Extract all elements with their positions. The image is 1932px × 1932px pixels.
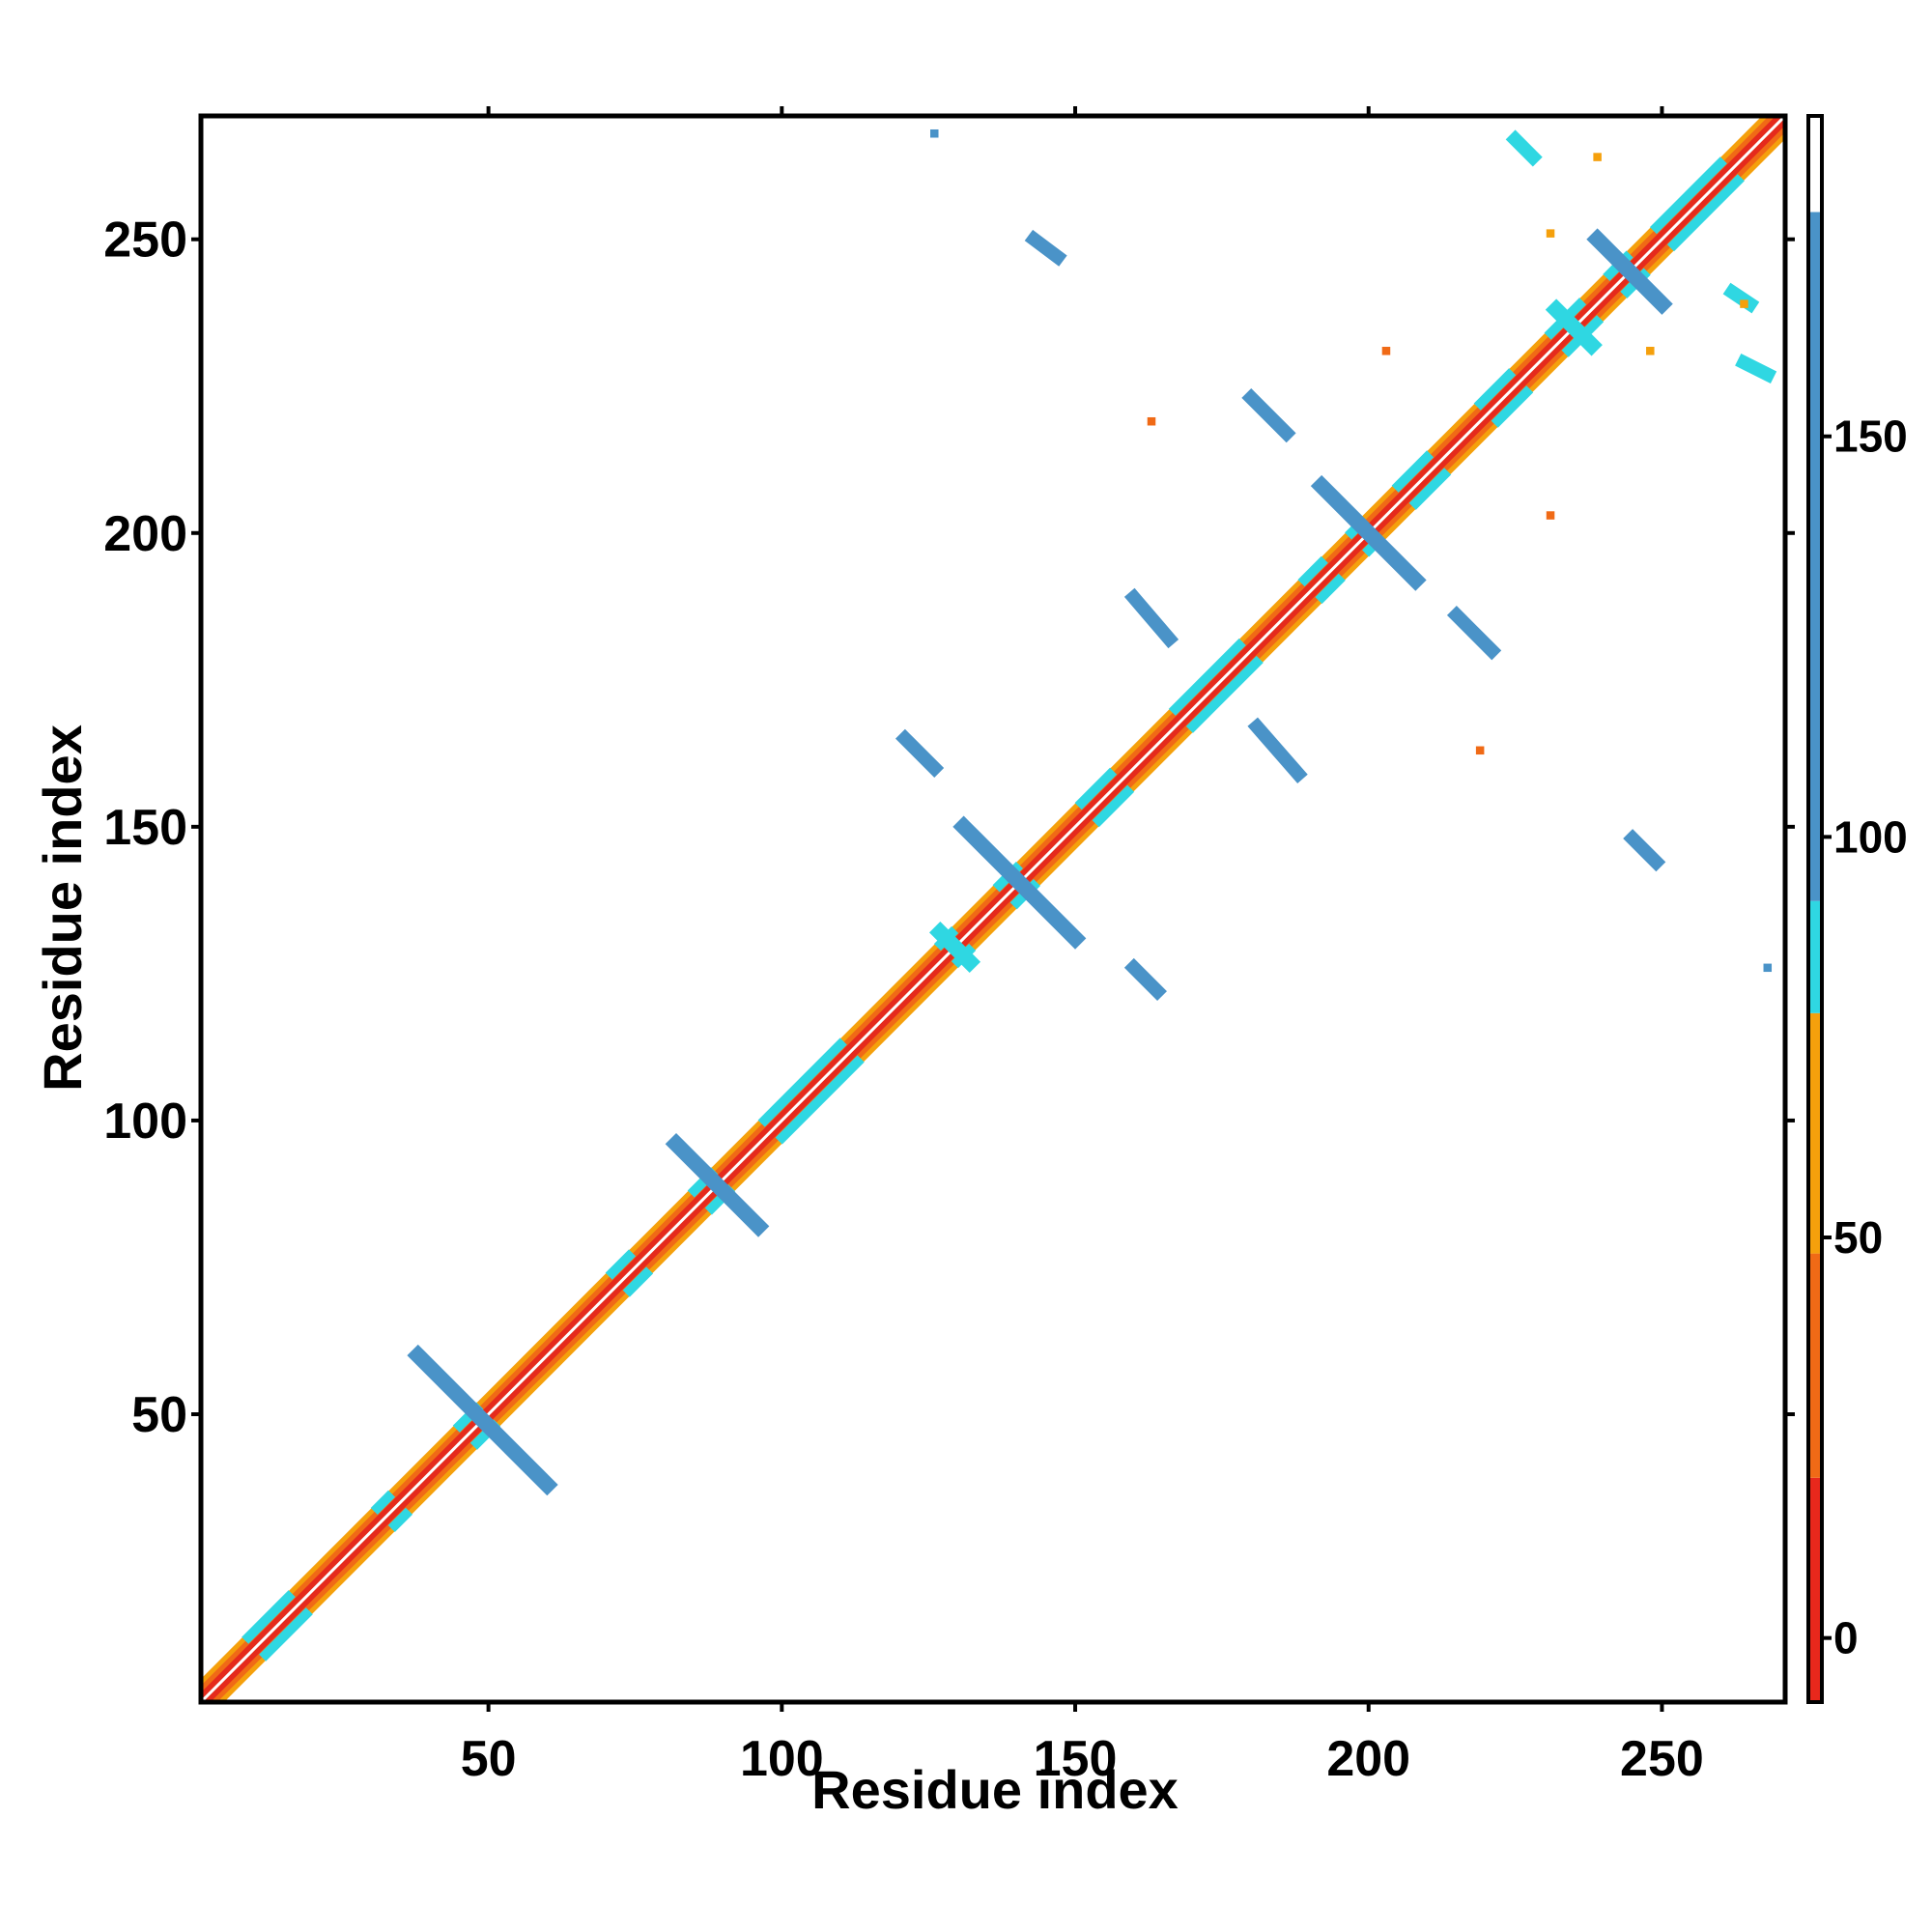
diagonal-helix-mark-lower <box>1315 573 1346 605</box>
contact-point <box>1381 347 1391 355</box>
colorbar-segment <box>1808 212 1822 901</box>
diagonal-helix-mark-lower <box>1666 174 1745 252</box>
antiparallel-sheet-stripe <box>1310 474 1427 591</box>
colorbar-tick-label: 50 <box>1833 1212 1883 1263</box>
diagonal-helix-mark-lower <box>1185 655 1264 733</box>
diagonal-helix-mark-upper <box>605 1249 637 1280</box>
antiparallel-sheet-stripe <box>1586 228 1673 315</box>
contact-point <box>1763 963 1773 973</box>
diagonal-helix-mark-upper <box>1168 638 1246 716</box>
x-tick-label: 50 <box>461 1731 517 1787</box>
antiparallel-sheet-stripe <box>1545 298 1603 356</box>
diagonal-center-line <box>201 116 1785 1702</box>
x-axis-ticks: 50 100 150 200 250 <box>461 106 1704 1787</box>
y-tick-label: 250 <box>103 213 187 269</box>
diagonal-helix-mark-lower <box>1092 784 1135 828</box>
contact-stripe <box>1123 587 1179 649</box>
diagonal-helix-mark-upper <box>1391 450 1435 493</box>
y-axis-title: Residue index <box>32 724 93 1092</box>
colorbar-segment <box>1808 1477 1822 1702</box>
x-tick-label: 150 <box>1034 1731 1118 1787</box>
diagonal-helix-mark-upper <box>242 1590 296 1644</box>
contact-stripe <box>1024 229 1067 267</box>
diagonal-helix-mark-upper <box>757 1037 847 1127</box>
diagonal-helix-mark-lower <box>259 1607 313 1662</box>
colorbar-segment <box>1808 116 1822 213</box>
diagonal-helix-mark-upper <box>1649 156 1727 235</box>
colorbar-tick-label: 150 <box>1833 412 1908 462</box>
contact-point <box>930 128 939 138</box>
diagonal-helix-mark-upper <box>1074 767 1118 810</box>
x-tick-label: 250 <box>1620 1731 1704 1787</box>
contact-stripe <box>1505 129 1543 167</box>
contact-point <box>1546 229 1555 238</box>
contact-stripe <box>1241 388 1296 443</box>
contact-point <box>1475 746 1485 755</box>
diagonal-helix-mark-lower <box>1408 468 1452 510</box>
antiparallel-sheet-stripe <box>665 1132 770 1237</box>
y-tick-label: 150 <box>103 800 187 856</box>
diagonal-helix-mark-lower <box>387 1507 413 1533</box>
contact-point <box>1546 511 1555 520</box>
contact-point <box>1147 416 1156 426</box>
heatmap-area <box>201 116 1785 1702</box>
y-tick-label: 200 <box>103 506 187 562</box>
x-tick-label: 200 <box>1326 1731 1410 1787</box>
y-tick-label: 50 <box>131 1387 187 1443</box>
antiparallel-sheet-stripe <box>929 922 981 974</box>
x-tick-label: 100 <box>740 1731 824 1787</box>
antiparallel-sheet-stripe <box>952 815 1087 950</box>
contact-point <box>1593 153 1602 161</box>
antiparallel-sheet-stripe <box>407 1344 558 1496</box>
diagonal-helix-mark-lower <box>775 1055 865 1145</box>
diagonal-helix-mark-lower <box>622 1266 654 1297</box>
colorbar-segment <box>1808 900 1822 1013</box>
colorbar-frame <box>1806 114 1824 1704</box>
diagonal-helix-mark-upper <box>1473 368 1517 411</box>
colorbar-tick-label: 0 <box>1833 1613 1859 1663</box>
contact-stripe <box>895 728 945 778</box>
diagonal-helix-mark-upper <box>370 1490 396 1516</box>
contact-stripe <box>1123 957 1167 1002</box>
y-axis-ticks: 50 100 150 200 250 <box>103 213 1795 1443</box>
contact-stripe <box>1623 829 1666 872</box>
contact-point <box>1740 299 1748 308</box>
contact-stripe <box>1446 606 1502 661</box>
x-axis-title: Residue index <box>811 1759 1179 1820</box>
contact-stripe <box>1735 354 1777 384</box>
plot-frame <box>198 113 1788 1705</box>
diagonal-helix-mark-lower <box>1491 385 1534 428</box>
colorbar-segment <box>1808 1253 1822 1478</box>
diagonal-helix-mark-upper <box>1297 555 1328 587</box>
colorbar-segment <box>1808 1012 1822 1254</box>
colorbar: 0 50 100 150 <box>1806 114 1908 1704</box>
contact-stripe <box>1247 717 1308 784</box>
y-tick-label: 100 <box>103 1094 187 1150</box>
contact-point <box>1646 347 1655 355</box>
colorbar-tick-label: 100 <box>1833 811 1908 862</box>
